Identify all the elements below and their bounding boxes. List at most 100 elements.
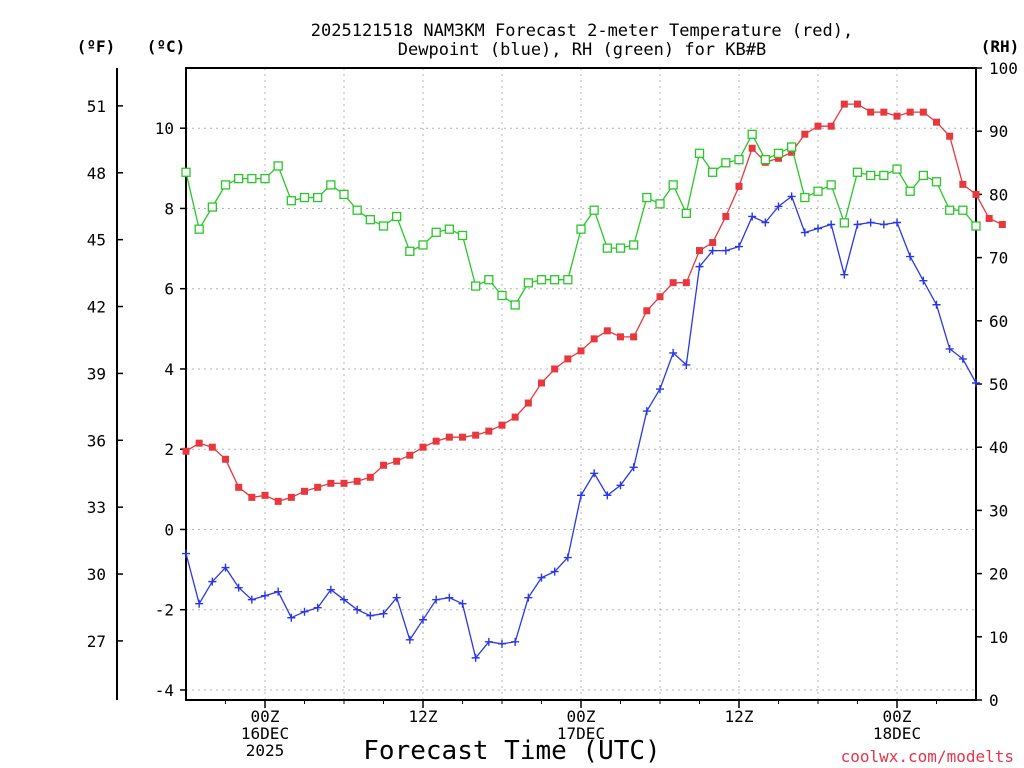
dewpoint-point (972, 378, 980, 387)
tick-label-f: 51 (87, 97, 106, 116)
temperature-point (643, 307, 651, 315)
rh-point (655, 199, 665, 209)
tick-label-f: 33 (87, 498, 106, 517)
dewpoint-point (484, 637, 493, 646)
temperature-point (709, 239, 717, 247)
temperature-point (919, 108, 927, 116)
dewpoint-point (379, 609, 388, 618)
tick-label-x: 12Z (409, 707, 438, 726)
tick-label-rh: 0 (989, 691, 999, 710)
rh-point (602, 243, 612, 253)
dewpoint-point (919, 276, 928, 285)
temperature-point (682, 279, 690, 287)
dewpoint-point (524, 593, 533, 602)
dewpoint-point (247, 595, 256, 604)
temperature-point (814, 122, 822, 130)
rh-point (681, 208, 691, 219)
dewpoint-point (182, 549, 190, 558)
tick-label-f: 39 (87, 364, 106, 383)
dewpoint-point (616, 481, 625, 490)
rh-point (773, 148, 784, 158)
dewpoint-point (866, 218, 875, 227)
rh-point (892, 164, 902, 174)
dewpoint-point (340, 595, 348, 604)
dewpoint-point (708, 246, 717, 255)
temperature-point (840, 100, 848, 108)
temperature-point (248, 493, 256, 501)
temperature-point (182, 447, 190, 455)
dewpoint-point (353, 605, 362, 614)
dewpoint-point (445, 593, 454, 602)
tick-label-f: 27 (87, 632, 106, 651)
rh-point (576, 224, 586, 234)
temperature-point (603, 327, 611, 335)
temperature-point (827, 122, 835, 130)
rh-point (392, 211, 402, 222)
dewpoint-point (590, 469, 599, 478)
chart-title-line-1: 2025121518 NAM3KM Forecast 2-meter Tempe… (311, 21, 853, 41)
tick-label-rh: 80 (989, 185, 1008, 204)
tick-label-rh: 30 (989, 501, 1008, 520)
rh-point (615, 243, 626, 253)
credit-label: coolwx.com/modelts (841, 747, 1014, 766)
dewpoint-point (603, 491, 612, 500)
rh-point (194, 224, 204, 234)
temperature-point (893, 112, 901, 120)
tick-label-c: 8 (164, 199, 174, 218)
dewpoint-point (800, 228, 809, 237)
rh-point (326, 180, 336, 190)
temperature-point (630, 333, 638, 341)
rh-point (668, 180, 678, 190)
temperature-point (564, 355, 572, 363)
dewpoint-point (840, 270, 849, 279)
dewpoint-point (419, 615, 427, 624)
temperature-point (472, 431, 480, 439)
tick-label-f: 48 (87, 164, 106, 183)
tick-label-f: 45 (87, 231, 106, 250)
dewpoint-point (432, 595, 441, 604)
rh-point (536, 275, 547, 285)
temperature-point (946, 132, 954, 140)
rh-point (286, 196, 296, 206)
temperature-point (406, 451, 414, 459)
rh-point (497, 290, 507, 301)
temperature-point (419, 443, 427, 451)
tick-label-c: 0 (164, 520, 174, 539)
rh-point (787, 142, 797, 152)
tick-label-rh: 70 (989, 249, 1008, 268)
rh-point (563, 275, 573, 285)
temperature-point (577, 347, 585, 355)
rh-point (260, 173, 270, 184)
tick-label-c: -4 (155, 681, 174, 700)
rh-point (760, 154, 770, 165)
dewpoint-point (879, 220, 888, 229)
rh-point (365, 215, 375, 225)
dewpoint-point (787, 192, 796, 201)
tick-label-rh: 60 (989, 312, 1008, 331)
dewpoint-point (221, 563, 230, 572)
rh-point (181, 167, 191, 177)
temperature-point (195, 439, 203, 447)
temperature-point (656, 293, 664, 301)
rh-point (642, 192, 652, 203)
temperature-point (524, 399, 532, 407)
tick-label-rh: 20 (989, 565, 1008, 584)
rh-point (734, 154, 744, 165)
dewpoint-point (669, 348, 678, 357)
tick-label-x: 00Z (883, 707, 912, 726)
tick-label-c: 4 (164, 360, 174, 379)
tick-label-f: 42 (87, 298, 106, 317)
temperature-point (972, 190, 980, 198)
dewpoint-point (287, 613, 296, 622)
dewpoint-point (511, 637, 520, 646)
dewpoint-point (326, 585, 335, 594)
dewpoint-point (195, 599, 204, 608)
dewpoint-point (906, 252, 915, 261)
rh-point (378, 221, 389, 231)
dewpoint-point (577, 491, 585, 500)
rh-point (457, 230, 468, 241)
dewpoint-point (274, 587, 283, 596)
rh-point (247, 173, 257, 184)
dewpoint-point (827, 220, 836, 229)
